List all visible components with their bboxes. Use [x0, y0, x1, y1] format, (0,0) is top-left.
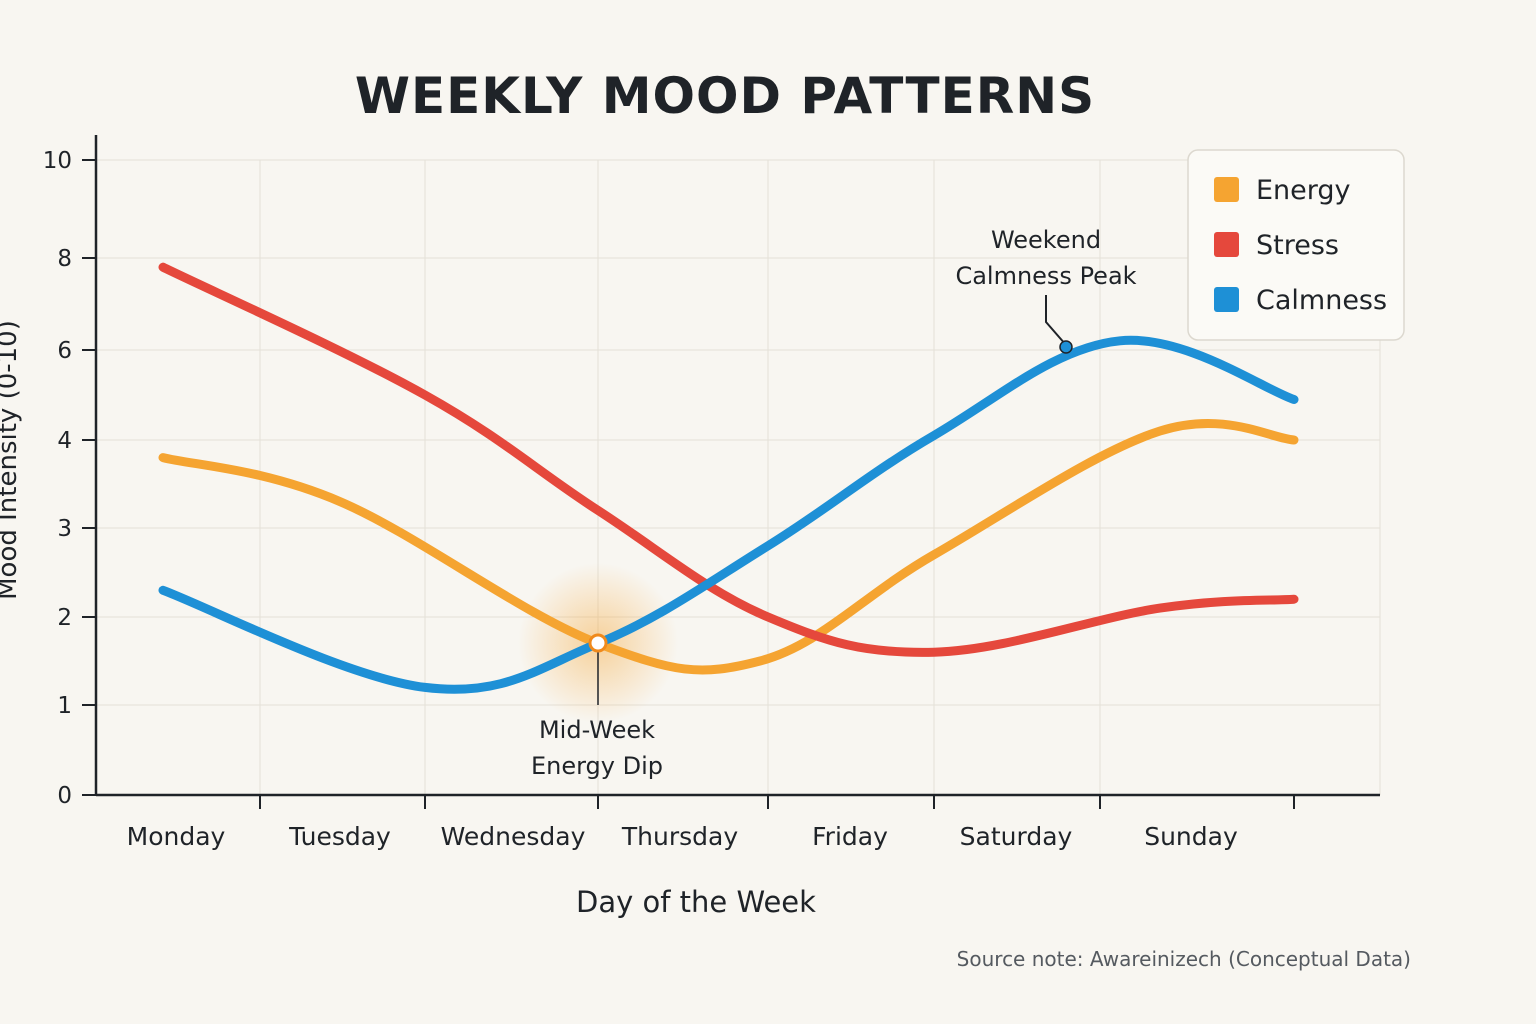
axes — [94, 135, 1380, 797]
legend-swatch-energy — [1214, 177, 1239, 202]
x-tick-label: Saturday — [960, 822, 1073, 851]
mid-week-annotation-label: Mid-Week — [539, 716, 655, 744]
grid — [96, 159, 1381, 796]
legend-swatch-calmness — [1214, 287, 1239, 312]
mid-week-annotation-label: Energy Dip — [531, 752, 663, 780]
legend: Energy Stress Calmness — [1187, 149, 1405, 341]
y-tick-label: 8 — [57, 246, 72, 272]
y-axis-ticks: 0 1 2 3 4 6 8 10 — [43, 148, 96, 809]
legend-swatch-stress — [1214, 232, 1239, 257]
weekend-callout-line — [1045, 295, 1067, 346]
x-axis-title: Day of the Week — [576, 885, 816, 919]
x-tick-label: Sunday — [1144, 822, 1238, 851]
x-tick-label: Friday — [812, 822, 888, 851]
legend-label-stress: Stress — [1256, 230, 1339, 261]
annotations: Mid-Week Energy Dip Weekend Calmness Peak — [531, 226, 1137, 780]
chart-title: WEEKLY MOOD PATTERNS — [355, 67, 1095, 125]
series-lines — [158, 262, 1299, 694]
x-tick-label: Tuesday — [288, 822, 391, 851]
x-tick-label: Monday — [127, 822, 226, 851]
y-tick-label: 3 — [57, 516, 72, 542]
weekend-marker — [1059, 340, 1073, 354]
weekend-annotation-label: Weekend — [991, 226, 1101, 254]
y-tick-label: 2 — [57, 605, 72, 631]
y-tick-label: 0 — [57, 783, 72, 809]
mid-week-marker — [588, 633, 608, 653]
legend-label-energy: Energy — [1256, 175, 1351, 206]
series-line-energy — [158, 419, 1299, 675]
weekend-annotation-label: Calmness Peak — [955, 262, 1136, 290]
legend-label-calmness: Calmness — [1256, 285, 1387, 316]
series-line-calmness — [158, 335, 1299, 694]
y-tick-label: 10 — [43, 148, 72, 174]
series-line-stress — [158, 262, 1299, 657]
x-tick-label: Thursday — [621, 822, 738, 851]
y-tick-label: 1 — [57, 693, 72, 719]
y-tick-label: 6 — [57, 338, 72, 364]
y-tick-label: 4 — [57, 428, 72, 454]
legend-box — [1187, 149, 1405, 341]
x-axis-ticks: Monday Tuesday Wednesday Thursday Friday Satu… — [127, 795, 1295, 851]
y-axis-title: Mood Intensity (0-10) — [0, 320, 23, 600]
x-tick-label: Wednesday — [441, 822, 586, 851]
source-note: Source note: Awareinizech (Conceptual Da… — [957, 947, 1411, 971]
